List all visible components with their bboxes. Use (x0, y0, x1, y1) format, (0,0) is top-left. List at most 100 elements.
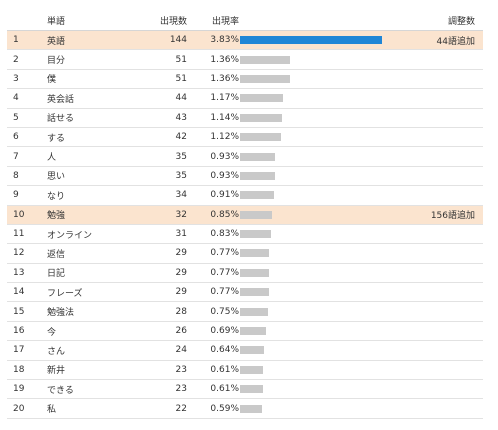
frequency-bar (240, 404, 262, 413)
frequency-bar (240, 230, 271, 239)
row-adjust (392, 264, 475, 282)
row-adjust (392, 70, 475, 88)
row-adjust (392, 399, 475, 417)
row-rate: 0.93% (210, 151, 239, 162)
row-count: 29 (175, 248, 187, 259)
row-bar-cell (240, 361, 390, 379)
header-adjust: 調整数 (447, 17, 475, 27)
row-word: 人 (47, 153, 57, 164)
row-word: する (47, 133, 66, 144)
frequency-bar (240, 249, 269, 258)
table-row[interactable]: 1 英語 144 3.83% 44語追加 (7, 31, 483, 51)
row-count: 43 (175, 112, 187, 123)
row-count: 51 (175, 73, 187, 84)
row-bar-cell (240, 89, 390, 107)
row-count: 24 (175, 345, 187, 356)
row-count: 32 (175, 209, 187, 220)
row-rank: 12 (13, 248, 25, 259)
table-row[interactable]: 12 返信 29 0.77% (7, 244, 483, 264)
row-word: できる (47, 385, 74, 396)
table-row[interactable]: 18 新井 23 0.61% (7, 361, 483, 381)
header-rate: 出現率 (211, 17, 239, 27)
frequency-bar (240, 171, 275, 180)
row-word: 勉強法 (47, 308, 75, 319)
row-bar-cell (240, 322, 390, 340)
row-count: 35 (175, 151, 187, 162)
frequency-bar (240, 327, 266, 336)
row-count: 23 (175, 384, 187, 395)
table-row[interactable]: 2 目分 51 1.36% (7, 50, 483, 70)
row-word: 日記 (47, 269, 66, 280)
table-row[interactable]: 14 フレーズ 29 0.77% (7, 283, 483, 303)
row-bar-cell (240, 244, 390, 262)
row-bar-cell (240, 147, 390, 165)
row-count: 22 (175, 403, 187, 414)
row-word: 返信 (47, 249, 66, 260)
frequency-bar (240, 133, 281, 142)
table-row[interactable]: 20 私 22 0.59% (7, 399, 483, 419)
row-word: なり (47, 191, 66, 202)
table-row[interactable]: 17 さん 24 0.64% (7, 341, 483, 361)
frequency-bar (240, 268, 269, 277)
row-bar-cell (240, 128, 390, 146)
row-rate: 0.77% (210, 248, 239, 259)
row-word: 勉強 (47, 211, 66, 222)
row-rate: 0.91% (210, 190, 239, 201)
row-rank: 17 (13, 345, 25, 356)
row-count: 144 (169, 35, 187, 46)
row-rate: 0.93% (210, 170, 239, 181)
row-bar-cell (240, 283, 390, 301)
row-count: 29 (175, 287, 187, 298)
row-rank: 11 (13, 229, 25, 240)
row-word: 英会話 (47, 94, 75, 105)
row-rate: 0.69% (210, 326, 239, 337)
table-row[interactable]: 4 英会話 44 1.17% (7, 89, 483, 109)
row-word: 英語 (47, 36, 66, 47)
table-row[interactable]: 10 勉強 32 0.85% 156語追加 (7, 205, 483, 225)
row-bar-cell (240, 186, 390, 204)
row-bar-cell (240, 50, 390, 68)
row-bar-cell (240, 380, 390, 398)
table-row[interactable]: 3 僕 51 1.36% (7, 70, 483, 90)
frequency-bar (240, 36, 382, 45)
row-word: 私 (47, 405, 57, 416)
table-row[interactable]: 16 今 26 0.69% (7, 322, 483, 342)
table-row[interactable]: 8 思い 35 0.93% (7, 167, 483, 187)
row-rank: 9 (13, 190, 19, 201)
table-body: 1 英語 144 3.83% 44語追加 2 目分 51 1.36% 3 僕 51 1.36% 4 英会話 4… (7, 31, 483, 419)
row-adjust (392, 186, 475, 204)
row-count: 34 (175, 190, 187, 201)
row-count: 28 (175, 306, 187, 317)
frequency-bar (240, 152, 275, 161)
table-row[interactable]: 19 できる 23 0.61% (7, 380, 483, 400)
row-adjust (392, 341, 475, 359)
row-rank: 14 (13, 287, 25, 298)
frequency-bar (240, 113, 282, 122)
row-adjust (392, 225, 475, 243)
row-rank: 5 (13, 112, 19, 123)
row-rank: 20 (13, 403, 25, 414)
table-row[interactable]: 5 話せる 43 1.14% (7, 109, 483, 128)
row-adjust (392, 128, 475, 146)
row-rate: 0.64% (210, 345, 239, 356)
row-count: 35 (175, 170, 187, 181)
row-bar-cell (240, 341, 390, 359)
row-rate: 3.83% (210, 35, 239, 46)
table-row[interactable]: 15 勉強法 28 0.75% (7, 302, 483, 322)
frequency-bar (240, 365, 263, 374)
row-word: 目分 (47, 56, 66, 67)
row-rank: 7 (13, 151, 19, 162)
table-row[interactable]: 11 オンライン 31 0.83% (7, 225, 483, 245)
row-bar-cell (240, 264, 390, 282)
row-count: 29 (175, 267, 187, 278)
table-row[interactable]: 7 人 35 0.93% (7, 147, 483, 167)
row-rate: 0.85% (210, 209, 239, 220)
table-row[interactable]: 13 日記 29 0.77% (7, 264, 483, 284)
row-rate: 1.36% (210, 73, 239, 84)
table-row[interactable]: 9 なり 34 0.91% (7, 186, 483, 206)
word-frequency-table: 単語 出現数 出現率 調整数 1 英語 144 3.83% 44語追加 2 目分 51 1.36… (7, 11, 483, 419)
header-count: 出現数 (159, 17, 187, 27)
row-rank: 1 (13, 35, 19, 46)
table-row[interactable]: 6 する 42 1.12% (7, 128, 483, 148)
frequency-bar (240, 94, 283, 103)
